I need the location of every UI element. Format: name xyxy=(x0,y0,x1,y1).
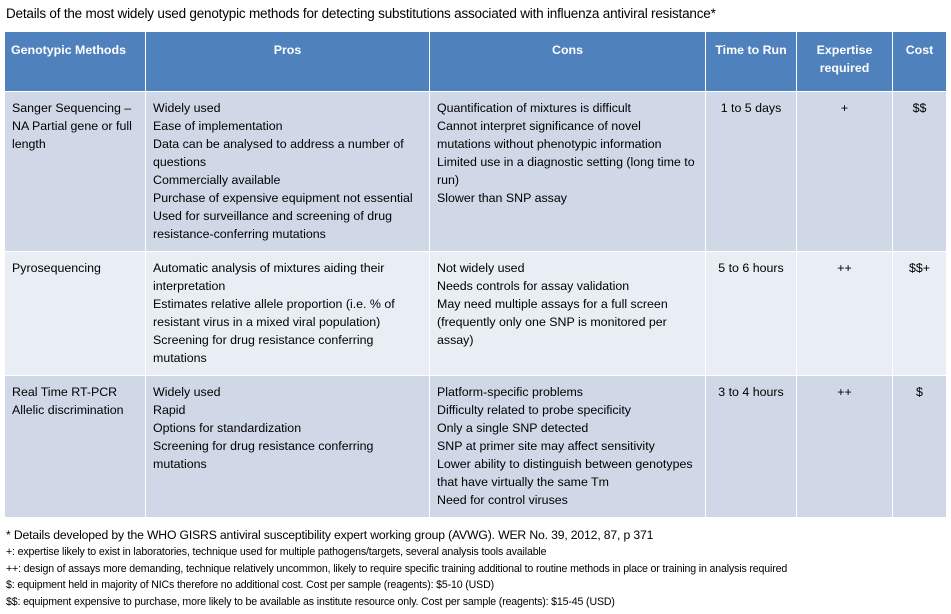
list-item: Screening for drug resistance conferring… xyxy=(153,439,374,471)
table-cell: Real Time RT-PCR Allelic discrimination xyxy=(4,375,146,518)
header-cell: Expertise required xyxy=(796,31,893,92)
list-item: Rapid xyxy=(153,403,186,417)
footnote: ++: design of assays more demanding, tec… xyxy=(6,562,788,575)
header-cell: Genotypic Methods xyxy=(4,31,146,92)
header-row: Genotypic Methods Pros Cons Time to Run Expe… xyxy=(4,31,947,92)
list-item: Lower ability to distinguish between gen… xyxy=(437,457,693,489)
list-item: Widely used xyxy=(153,385,221,399)
footnote: * Details developed by the WHO GISRS ant… xyxy=(6,528,654,542)
table: Genotypic Methods Pros Cons Time to Run Expe… xyxy=(4,31,947,518)
list-item: May need multiple assays for a full scre… xyxy=(437,297,668,347)
list-item: Limited use in a diagnostic setting (lon… xyxy=(437,155,695,187)
table-cell: $ xyxy=(892,375,947,518)
footnotes: * Details developed by the WHO GISRS ant… xyxy=(6,527,787,610)
table-cell: ++ xyxy=(796,375,893,518)
list-item: Cannot interpret significance of novel m… xyxy=(437,119,662,151)
table-row: Pyrosequencing Automatic analysis of mixt… xyxy=(4,251,947,376)
list-item: Options for standardization xyxy=(153,421,302,435)
table-row: Sanger Sequencing – NA Partial gene or f… xyxy=(4,91,947,252)
list-item: Quantification of mixtures is difficult xyxy=(437,101,631,115)
list-item: SNP at primer site may affect sensitivit… xyxy=(437,439,655,453)
table-cell: Pyrosequencing xyxy=(4,251,146,376)
list-item: Purchase of expensive equipment not esse… xyxy=(153,191,413,205)
list-item: Used for surveillance and screening of d… xyxy=(153,209,392,241)
list-item: Difficulty related to probe specificity xyxy=(437,403,631,417)
list-item: Slower than SNP assay xyxy=(437,191,567,205)
list-item: Needs controls for assay validation xyxy=(437,279,630,293)
list-item: Ease of implementation xyxy=(153,119,283,133)
table-cell: 3 to 4 hours xyxy=(705,375,797,518)
footnote: $$: equipment expensive to purchase, mor… xyxy=(6,595,615,608)
table-cell: ++ xyxy=(796,251,893,376)
header-cell: Time to Run xyxy=(705,31,797,92)
table-row: Real Time RT-PCR Allelic discrimination W… xyxy=(4,375,947,518)
table-cell: Quantification of mixtures is difficult C… xyxy=(429,91,706,252)
list-item: Screening for drug resistance conferring… xyxy=(153,333,374,365)
header-cell: Cost xyxy=(892,31,947,92)
table-cell: $$+ xyxy=(892,251,947,376)
table-cell: Sanger Sequencing – NA Partial gene or f… xyxy=(4,91,146,252)
list-item: Only a single SNP detected xyxy=(437,421,589,435)
list-item: Commercially available xyxy=(153,173,281,187)
header-cell: Cons xyxy=(429,31,706,92)
table-cell: + xyxy=(796,91,893,252)
list-item: Data can be analysed to address a number… xyxy=(153,137,404,169)
header-cell: Pros xyxy=(145,31,430,92)
list-item: Automatic analysis of mixtures aiding th… xyxy=(153,261,385,293)
table-cell: 5 to 6 hours xyxy=(705,251,797,376)
footnote: +: expertise likely to exist in laborato… xyxy=(6,546,547,558)
table-cell: Widely used Ease of implementation Data ca… xyxy=(145,91,430,252)
list-item: Widely used xyxy=(153,101,221,115)
table-cell: Automatic analysis of mixtures aiding th… xyxy=(145,251,430,376)
list-item: Platform-specific problems xyxy=(437,385,583,399)
list-item: Estimates relative allele proportion (i.… xyxy=(153,297,395,329)
table-cell: Platform-specific problems Difficulty rel… xyxy=(429,375,706,518)
table-cell: Not widely used Needs controls for assay … xyxy=(429,251,706,376)
list-item: Need for control viruses xyxy=(437,493,568,507)
title: Details of the most widely used genotypi… xyxy=(6,6,716,21)
list-item: Not widely used xyxy=(437,261,525,275)
table-cell: $$ xyxy=(892,91,947,252)
footnote: $: equipment held in majority of NICs th… xyxy=(6,579,494,591)
table-cell: Widely used Rapid Options for standardizat… xyxy=(145,375,430,518)
table-cell: 1 to 5 days xyxy=(705,91,797,252)
